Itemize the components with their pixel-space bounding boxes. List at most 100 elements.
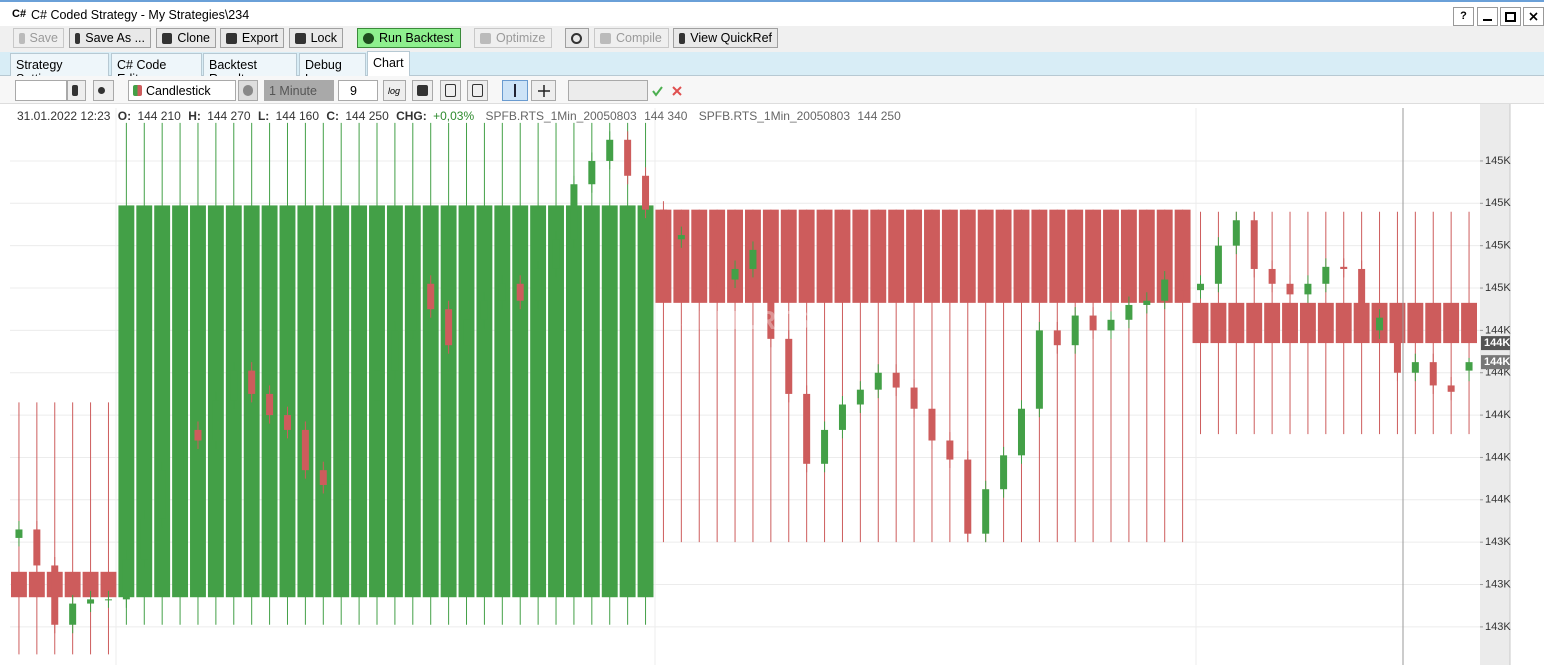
chart-type-dropdown[interactable]: Candlestick (128, 80, 236, 101)
candle-body (512, 205, 529, 598)
legend-entry: SPFB.RTS_1Min_20050803 (699, 109, 851, 123)
candle-body (910, 387, 918, 409)
save-as-button[interactable]: Save As ... (69, 28, 151, 48)
ohlc-label: L: (258, 109, 269, 123)
candle-body (373, 370, 381, 401)
quickref-button[interactable]: View QuickRef (673, 28, 778, 48)
confirm-icons (652, 86, 682, 97)
candle-body (727, 209, 743, 303)
window-title: C# Coded Strategy - My Strategies\234 (31, 8, 250, 22)
candle-body (1013, 209, 1030, 303)
candle-body (28, 571, 45, 598)
tab[interactable]: C# Code Editor (111, 53, 202, 86)
y-tick-label: 143K (1485, 536, 1511, 548)
candle-body (1443, 302, 1460, 344)
icon (243, 85, 253, 96)
candle-body (1192, 302, 1209, 344)
candle-body (874, 372, 882, 390)
settings-button[interactable] (238, 80, 258, 101)
candle-body (190, 205, 206, 598)
minimize-button[interactable] (1477, 7, 1498, 26)
export-button[interactable]: Export (220, 28, 284, 48)
label: Save As ... (85, 31, 145, 45)
spacing-spinner[interactable]: 9 (338, 80, 378, 101)
candle-body (852, 209, 869, 303)
chg-value: +0,03% (433, 109, 474, 123)
y-tick-label: 145K (1485, 197, 1511, 209)
tab-active[interactable]: Chart (367, 51, 410, 76)
candle-body (856, 389, 864, 405)
app-icon: C# (12, 8, 27, 20)
candle-body (583, 205, 600, 598)
icon (445, 84, 456, 97)
y-tick-label: 144K (1485, 367, 1511, 379)
lightning-button[interactable] (67, 80, 86, 101)
close-button[interactable] (1523, 7, 1544, 26)
link-button[interactable] (565, 28, 589, 48)
candle-body (404, 205, 421, 598)
panel-button[interactable] (467, 80, 488, 101)
lock-button[interactable]: Lock (289, 28, 343, 48)
interval-dropdown[interactable]: 1 Minute (264, 80, 334, 101)
candle-body (1340, 266, 1348, 269)
label: Candlestick (146, 83, 211, 98)
screenshot-button[interactable] (412, 80, 433, 101)
candle-body (1407, 302, 1424, 344)
candle-body (803, 393, 811, 464)
watermark: SPFB.RTS (681, 305, 810, 335)
candle-body (1246, 302, 1263, 344)
tab[interactable]: Backtest Results (203, 53, 297, 86)
y-tick-label: 143K (1485, 621, 1511, 633)
candle-body (386, 205, 403, 598)
compile-button[interactable]: Compile (594, 28, 669, 48)
run-backtest-button[interactable]: Run Backtest (357, 28, 461, 48)
panel-button[interactable] (440, 80, 461, 101)
candle-body (118, 205, 135, 598)
log-button[interactable]: log (383, 80, 406, 101)
link-button[interactable] (93, 80, 114, 101)
optimize-button[interactable]: Optimize (474, 28, 552, 48)
label: Export (241, 31, 278, 45)
help-button[interactable]: ? (1453, 7, 1474, 26)
cursor-button[interactable] (502, 80, 528, 101)
save-button[interactable]: Save (13, 28, 64, 48)
price-tag-label: 144K (1484, 337, 1510, 349)
label: Compile (616, 31, 662, 45)
label: log (388, 85, 401, 96)
icon (19, 32, 25, 44)
candle-body (1411, 362, 1419, 373)
candle-body (659, 209, 667, 240)
clone-button[interactable]: Clone (156, 28, 216, 48)
candle-body (172, 205, 189, 598)
candle-body (194, 429, 202, 441)
candle-body (248, 370, 256, 394)
candle-body (1049, 209, 1066, 303)
icon (295, 32, 306, 44)
ohlc-value: 144 270 (207, 109, 251, 123)
tab[interactable]: Debug Log (299, 53, 366, 86)
candle-body (440, 205, 457, 598)
candle-body (838, 404, 846, 430)
candle-body (946, 440, 954, 460)
tab[interactable]: Strategy Settings (10, 53, 109, 86)
price-tag-label: 144K (1484, 356, 1510, 368)
price-tag (1481, 336, 1510, 351)
drawing-dropdown[interactable] (568, 80, 648, 101)
candle-body (695, 235, 703, 265)
icon (571, 32, 582, 44)
candle-body (1214, 245, 1222, 284)
candle-body (15, 529, 23, 538)
maximize-button[interactable] (1500, 7, 1521, 26)
candle-body (51, 565, 59, 625)
candle-body (33, 529, 41, 566)
search-input[interactable] (15, 80, 67, 101)
chart-header: 31.01.2022 12:23 O: 144 210 H: 144 270 L… (17, 109, 901, 123)
candle-body (100, 571, 117, 598)
candle-body (552, 239, 560, 269)
candle-body (977, 209, 994, 303)
candle-body (1156, 209, 1173, 303)
candle-body (122, 559, 130, 600)
crosshair-button[interactable] (531, 80, 556, 101)
candle-body (624, 139, 632, 176)
candle-body (1143, 300, 1151, 305)
